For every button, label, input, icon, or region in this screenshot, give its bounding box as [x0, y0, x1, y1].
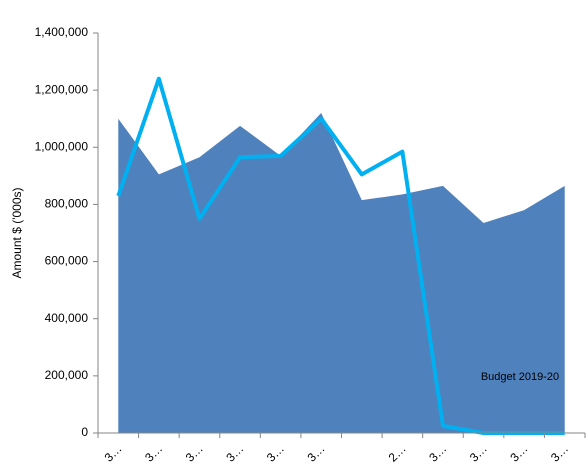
x-tick-label: 3… [264, 441, 287, 464]
x-tick-label: 3… [142, 441, 165, 464]
x-tick-label: 3… [102, 441, 125, 464]
y-tick-label: 400,000 [45, 311, 89, 325]
x-tick-label: 2… [386, 441, 409, 464]
y-tick-label: 0 [81, 425, 88, 439]
x-tick-label: 3… [426, 441, 449, 464]
x-tick-label: 3… [183, 441, 206, 464]
y-axis-label: Amount $ ('000s) [10, 187, 24, 278]
x-tick-label: 3… [304, 441, 327, 464]
annotation: Budget 2019-20 [481, 371, 559, 383]
x-tick-label: 3… [467, 441, 490, 464]
y-tick-label: 1,400,000 [35, 25, 89, 39]
y-tick-label: 1,000,000 [35, 139, 89, 153]
y-tick-label: 200,000 [45, 368, 89, 382]
x-tick-label: 3… [548, 441, 571, 464]
area [118, 113, 565, 433]
x-tick-label: 3… [223, 441, 246, 464]
y-tick-label: 600,000 [45, 254, 89, 268]
y-tick-label: 800,000 [45, 197, 89, 211]
x-tick-label: 3… [507, 441, 530, 464]
y-tick-label: 1,200,000 [35, 82, 89, 96]
